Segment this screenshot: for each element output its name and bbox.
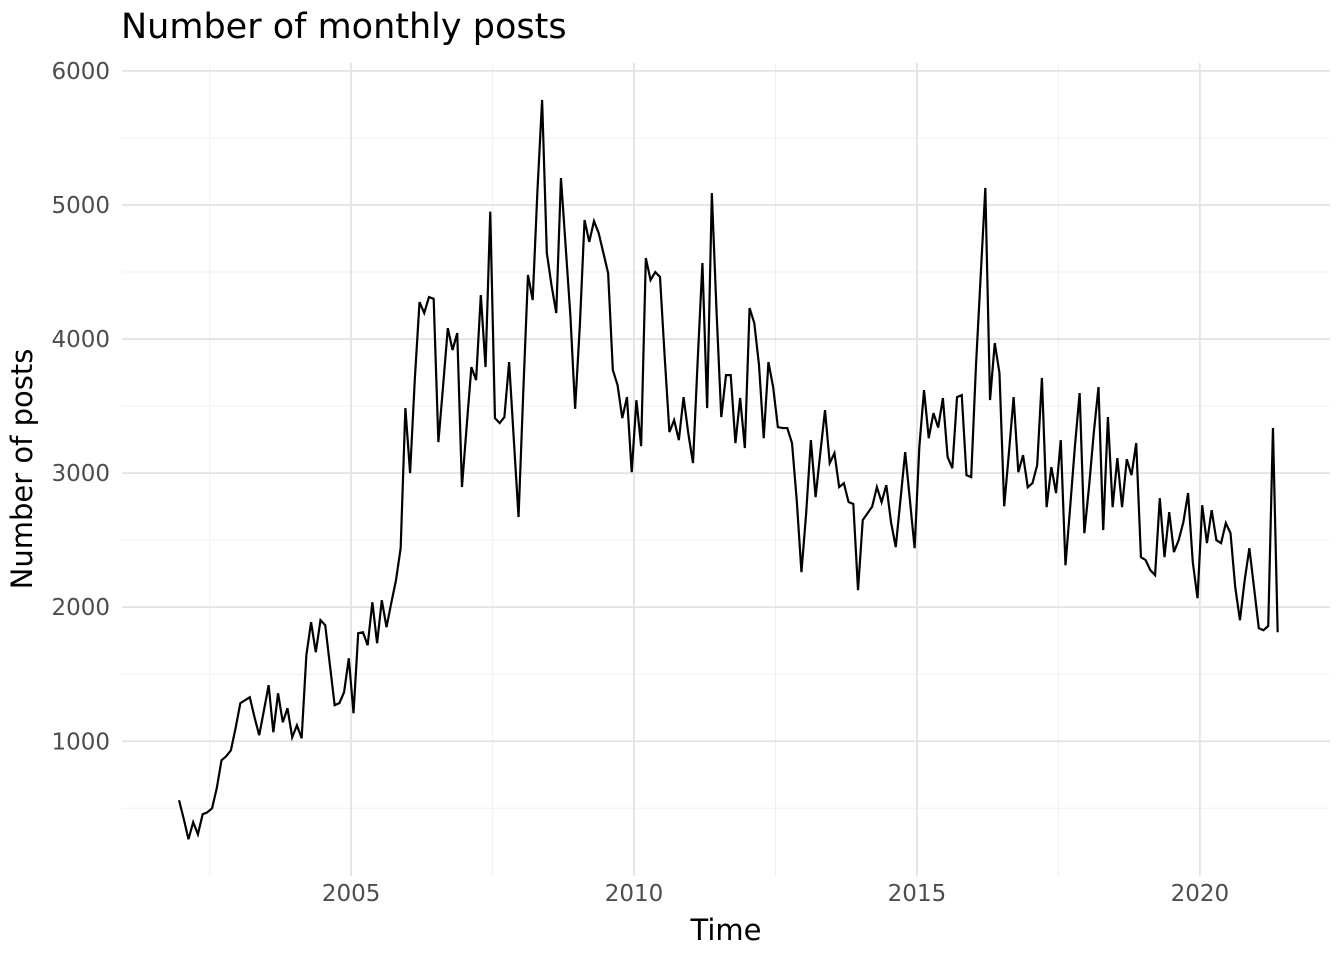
- x-tick-label: 2010: [605, 881, 664, 907]
- x-tick-label: 2015: [888, 881, 947, 907]
- y-axis-title: Number of posts: [5, 348, 39, 590]
- y-tick-label: 3000: [51, 461, 110, 487]
- y-tick-label: 4000: [51, 327, 110, 353]
- y-tick-label: 1000: [51, 729, 110, 755]
- x-axis-title: Time: [690, 913, 762, 947]
- x-tick-label: 2020: [1171, 881, 1230, 907]
- chart-title: Number of monthly posts: [121, 7, 567, 47]
- x-tick-label: 2005: [322, 881, 381, 907]
- series-line: [177, 99, 1279, 840]
- y-tick-label: 2000: [51, 595, 110, 621]
- y-tick-label: 6000: [51, 59, 110, 85]
- y-tick-label: 5000: [51, 193, 110, 219]
